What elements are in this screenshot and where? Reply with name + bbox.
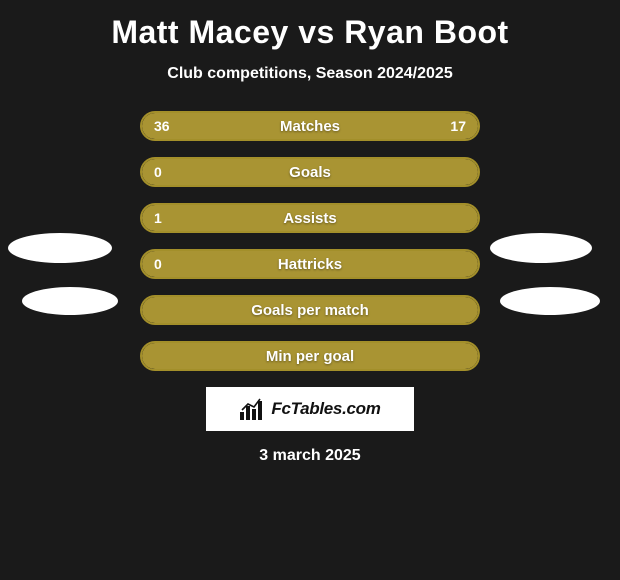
- subtitle: Club competitions, Season 2024/2025: [0, 65, 620, 83]
- stat-value-left: 36: [154, 113, 170, 139]
- logo-box: FcTables.com: [206, 387, 414, 431]
- stat-label: Matches: [142, 113, 478, 139]
- stat-row: Goals per match: [140, 295, 480, 325]
- stat-label: Hattricks: [142, 251, 478, 277]
- player-placeholder-ellipse: [22, 287, 118, 315]
- logo-text: FcTables.com: [271, 399, 380, 419]
- stat-label: Goals: [142, 159, 478, 185]
- stat-label: Min per goal: [142, 343, 478, 369]
- fctables-bars-icon: [239, 398, 265, 420]
- stat-row: Assists1: [140, 203, 480, 233]
- player-placeholder-ellipse: [500, 287, 600, 315]
- footer-date: 3 march 2025: [0, 447, 620, 465]
- player-placeholder-ellipse: [8, 233, 112, 263]
- player1-name: Matt Macey: [111, 14, 289, 50]
- player-placeholder-ellipse: [490, 233, 592, 263]
- player2-name: Ryan Boot: [344, 14, 509, 50]
- comparison-title: Matt Macey vs Ryan Boot: [0, 0, 620, 51]
- stat-label: Assists: [142, 205, 478, 231]
- stat-value-left: 0: [154, 251, 162, 277]
- stat-row: Min per goal: [140, 341, 480, 371]
- chart-area: Matches3617Goals0Assists1Hattricks0Goals…: [0, 111, 620, 371]
- stat-value-right: 17: [450, 113, 466, 139]
- stat-value-left: 0: [154, 159, 162, 185]
- stat-row: Hattricks0: [140, 249, 480, 279]
- stat-row: Matches36 17: [140, 111, 480, 141]
- stat-label: Goals per match: [142, 297, 478, 323]
- stat-row: Goals0: [140, 157, 480, 187]
- stat-value-left: 1: [154, 205, 162, 231]
- vs-text: vs: [298, 14, 335, 50]
